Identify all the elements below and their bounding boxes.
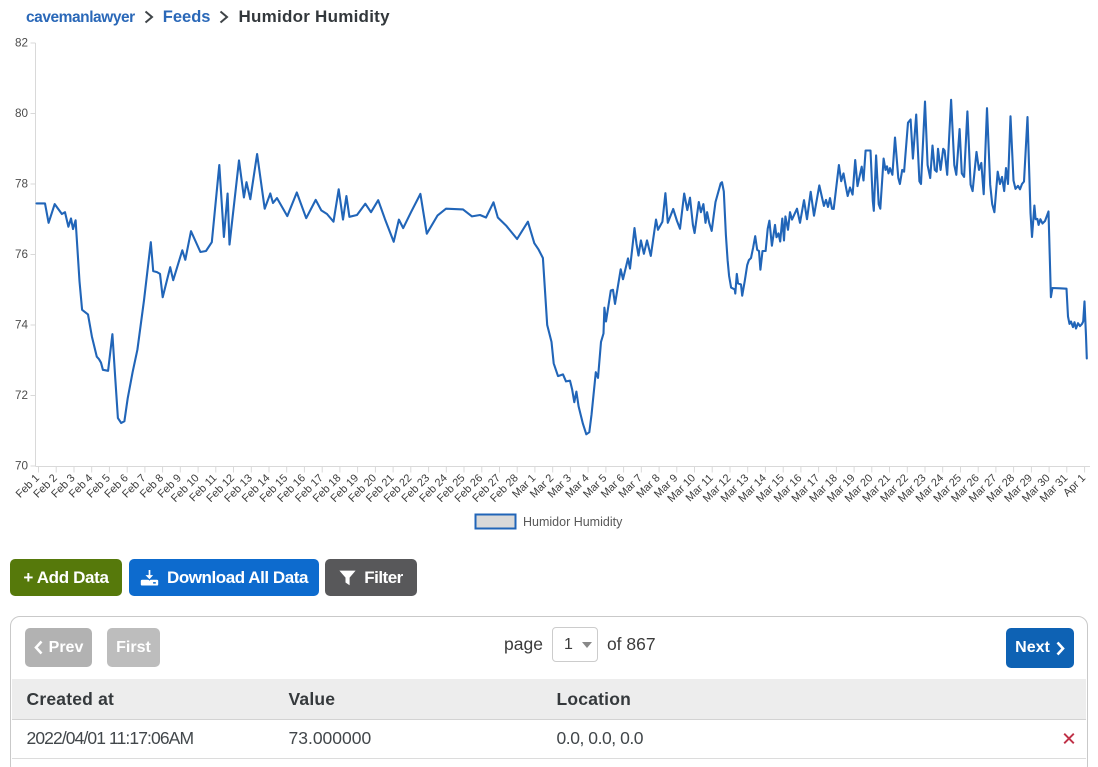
svg-text:78: 78	[15, 178, 28, 191]
svg-text:72: 72	[15, 389, 28, 402]
svg-text:82: 82	[15, 37, 28, 50]
svg-text:70: 70	[15, 460, 29, 473]
svg-text:80: 80	[15, 107, 29, 120]
svg-text:74: 74	[15, 319, 29, 332]
svg-text:Humidor Humidity: Humidor Humidity	[523, 515, 623, 529]
svg-text:76: 76	[15, 248, 28, 261]
